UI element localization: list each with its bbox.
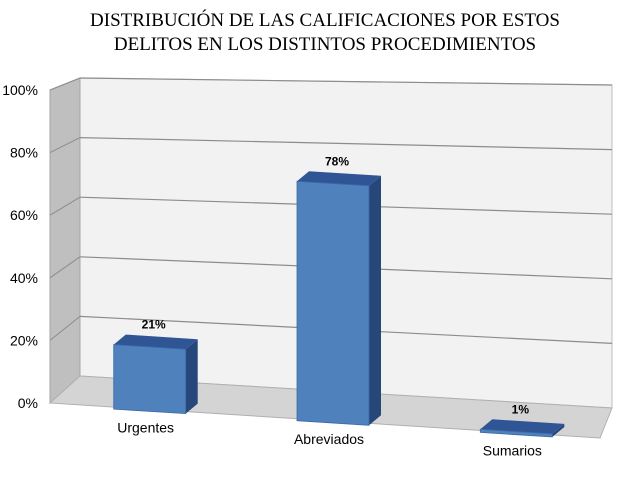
bar-2 xyxy=(296,171,381,426)
bar-1 xyxy=(113,334,198,415)
bar-top xyxy=(297,171,381,186)
gridline-side xyxy=(49,316,81,341)
x-axis-categories: Urgentes Abreviados Sumarios xyxy=(117,419,542,458)
bar-side xyxy=(369,175,381,426)
gridline-side xyxy=(49,196,81,216)
data-label: 78% xyxy=(325,154,349,168)
bars xyxy=(113,171,565,438)
y-tick-label: 0% xyxy=(18,395,38,411)
category-label: Abreviados xyxy=(294,431,364,447)
bar-front xyxy=(479,428,553,438)
y-tick-label: 40% xyxy=(10,270,38,286)
category-label: Sumarios xyxy=(483,443,542,459)
data-label: 21% xyxy=(142,318,166,332)
y-axis-ticks: 0% 20% 40% 60% 80% 100% xyxy=(2,82,38,411)
bar-side xyxy=(552,423,565,437)
y-tick-label: 100% xyxy=(2,82,38,98)
gridline-side xyxy=(49,137,81,154)
data-label: 1% xyxy=(512,402,530,416)
gridline xyxy=(79,77,613,86)
bar-front xyxy=(296,180,370,426)
y-tick-label: 80% xyxy=(10,145,38,161)
bar-side xyxy=(185,339,198,414)
gridline xyxy=(79,137,613,151)
y-tick-label: 20% xyxy=(10,332,38,348)
gridline-side xyxy=(49,256,81,279)
chart-title-line-1: DISTRIBUCIÓN DE LAS CALIFICACIONES POR E… xyxy=(90,9,560,31)
category-label: Urgentes xyxy=(117,419,174,435)
bar-3 xyxy=(479,419,565,438)
y-tick-label: 60% xyxy=(10,207,38,223)
side-wall xyxy=(49,77,81,405)
chart-title: DISTRIBUCIÓN DE LAS CALIFICACIONES POR E… xyxy=(90,9,560,55)
gridline-side xyxy=(49,77,81,91)
chart-title-line-2: DELITOS EN LOS DISTINTOS PROCEDIMIENTOS xyxy=(114,34,536,55)
bar-front xyxy=(113,344,187,415)
data-labels: 21% 78% 1% xyxy=(142,154,530,416)
